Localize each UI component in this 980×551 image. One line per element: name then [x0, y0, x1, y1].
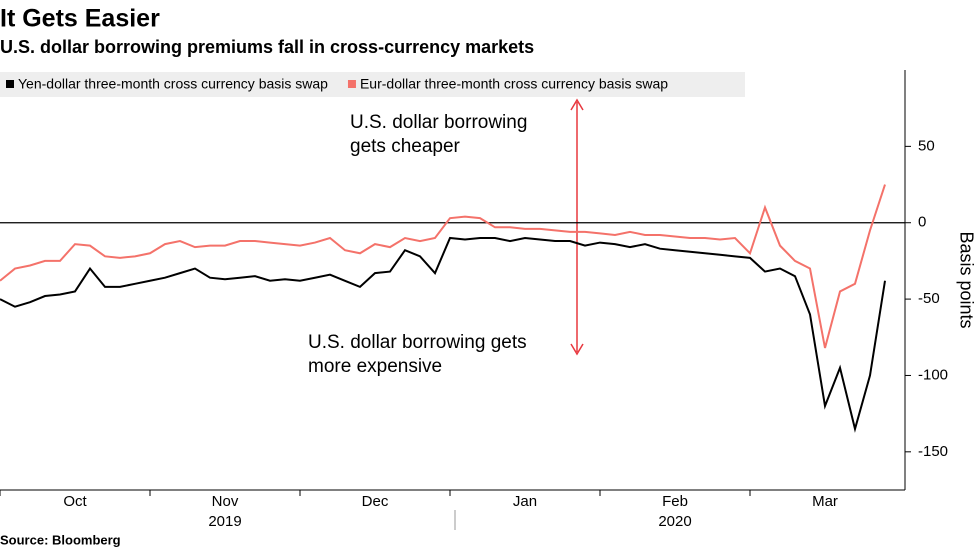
x-tick-label: Feb [662, 493, 688, 510]
year-label: 2019 [208, 513, 241, 530]
source: Source: Bloomberg [0, 532, 121, 547]
x-tick-label: Oct [63, 493, 87, 510]
year-label: 2020 [658, 513, 691, 530]
y-axis-label: Basis points [956, 231, 976, 328]
y-tick-label: 0 [918, 214, 926, 231]
legend-label: Yen-dollar three-month cross currency ba… [18, 76, 328, 92]
y-tick-label: 50 [918, 137, 935, 154]
legend-swatch [347, 80, 356, 88]
y-tick-label: -150 [918, 443, 948, 460]
legend-box [0, 72, 745, 97]
y-tick-label: -100 [918, 366, 948, 383]
series-line [0, 184, 886, 349]
chart-subtitle: U.S. dollar borrowing premiums fall in c… [0, 37, 534, 57]
x-tick-label: Dec [362, 493, 389, 510]
annotation: gets cheaper [350, 136, 461, 157]
chart-title: It Gets Easier [0, 5, 160, 33]
annotation: U.S. dollar borrowing gets [308, 332, 527, 353]
legend-label: Eur-dollar three-month cross currency ba… [360, 76, 668, 92]
legend-swatch [6, 80, 14, 88]
y-tick-label: -50 [918, 290, 940, 307]
arrow-head [570, 98, 584, 356]
series-line [0, 236, 886, 433]
x-tick-label: Nov [212, 493, 239, 510]
x-tick-label: Jan [513, 493, 537, 510]
annotation: more expensive [308, 356, 442, 377]
annotation: U.S. dollar borrowing [350, 112, 527, 133]
x-tick-label: Mar [812, 493, 838, 510]
